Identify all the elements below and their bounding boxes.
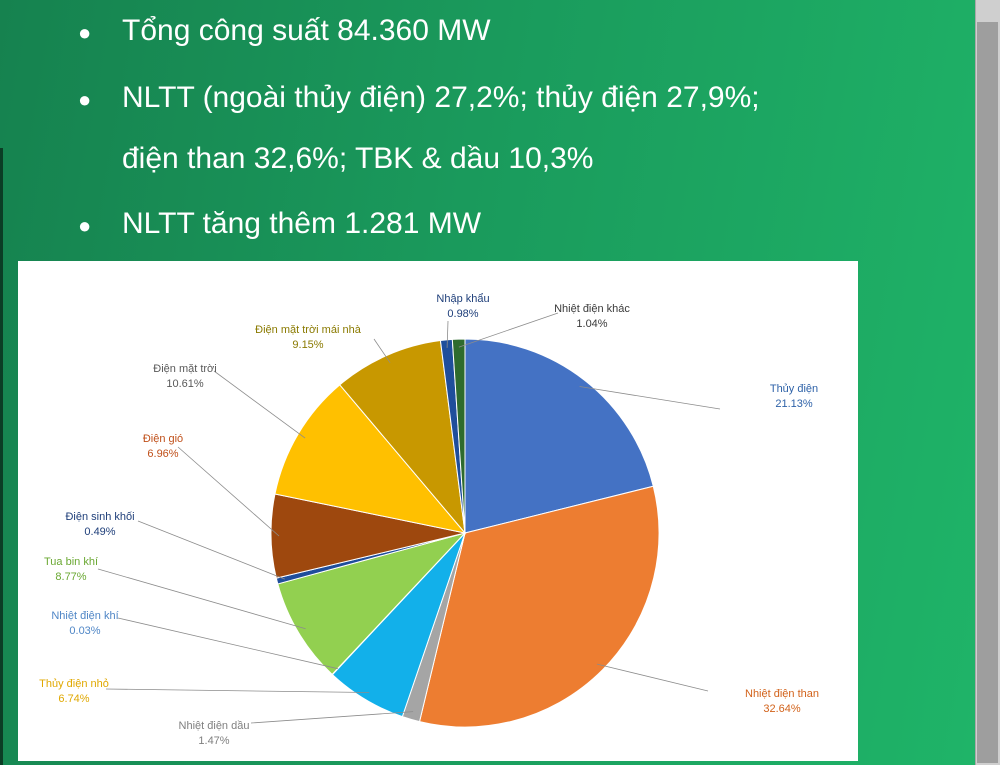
slice-category-label: Nhiệt điện dầu	[179, 720, 250, 732]
slice-value-label: 32.64%	[763, 703, 801, 715]
slice-category-label: Nhiệt điện khác	[554, 303, 630, 315]
bullet-icon: ●	[78, 213, 92, 238]
slide-background: ● Tổng công suất 84.360 MW ● NLTT (ngoài…	[0, 0, 975, 765]
slice-category-label: Thủy điện nhỏ	[39, 678, 109, 690]
slice-category-label: Nhập khẩu	[436, 293, 489, 305]
pie-slice	[418, 485, 660, 728]
slice-value-label: 8.77%	[55, 571, 86, 583]
slice-value-label: 6.96%	[147, 448, 178, 460]
leader-line	[117, 617, 338, 670]
slice-category-label: Điện mặt trời mái nhà	[255, 324, 362, 336]
leader-line	[105, 688, 370, 693]
leader-line	[373, 338, 391, 363]
slice-value-label: 6.74%	[58, 693, 89, 705]
leader-line	[458, 312, 559, 348]
pie-slice	[464, 338, 654, 534]
pie-slice	[277, 532, 467, 676]
bullet-share-line-1: NLTT (ngoài thủy điện) 27,2%; thủy điện …	[122, 81, 760, 114]
leader-line	[213, 370, 306, 439]
bullet-added-capacity: NLTT tăng thêm 1.281 MW	[122, 207, 482, 240]
leader-line	[579, 386, 721, 410]
bullet-icon: ●	[78, 87, 92, 112]
slice-category-label: Thủy điện	[770, 383, 818, 395]
bullet-icon: ●	[78, 20, 92, 45]
leader-line	[446, 320, 449, 348]
slice-category-label: Điện sinh khối	[65, 511, 134, 523]
slice-value-label: 1.04%	[576, 318, 607, 330]
pie-slice	[339, 340, 466, 535]
slice-category-label: Nhiệt điện khí	[51, 610, 118, 622]
bullet-total-capacity: Tổng công suất 84.360 MW	[122, 14, 491, 47]
slice-value-label: 10.61%	[166, 378, 204, 390]
slice-value-label: 0.49%	[84, 526, 115, 538]
leader-line	[97, 568, 306, 630]
bullet-share-line-2: điện than 32,6%; TBK & dầu 10,3%	[122, 142, 594, 175]
leader-line	[177, 446, 280, 537]
scrollbar-thumb[interactable]	[977, 22, 998, 763]
slice-category-label: Nhiệt điện than	[745, 688, 819, 700]
left-edge-shadow	[0, 148, 3, 765]
leader-line	[596, 663, 709, 692]
slice-category-label: Điện mặt trời	[153, 363, 216, 375]
slice-value-label: 1.47%	[198, 735, 229, 747]
slice-category-label: Tua bin khí	[44, 556, 98, 568]
pie-chart-panel: Thủy điện 21.13% Nhiệt điện than 32.64% Nhiệ…	[18, 261, 858, 761]
leader-line	[250, 711, 414, 724]
pie-slice	[451, 338, 466, 534]
slice-value-label: 0.03%	[69, 625, 100, 637]
slice-category-label: Điện gió	[143, 433, 183, 445]
slice-value-label: 9.15%	[292, 339, 323, 351]
pie-chart: Thủy điện 21.13% Nhiệt điện than 32.64% Nhiệ…	[39, 293, 819, 747]
pie-slice	[274, 384, 467, 534]
slice-value-label: 0.98%	[447, 308, 478, 320]
slice-value-label: 21.13%	[775, 398, 813, 410]
leader-line	[137, 520, 285, 580]
